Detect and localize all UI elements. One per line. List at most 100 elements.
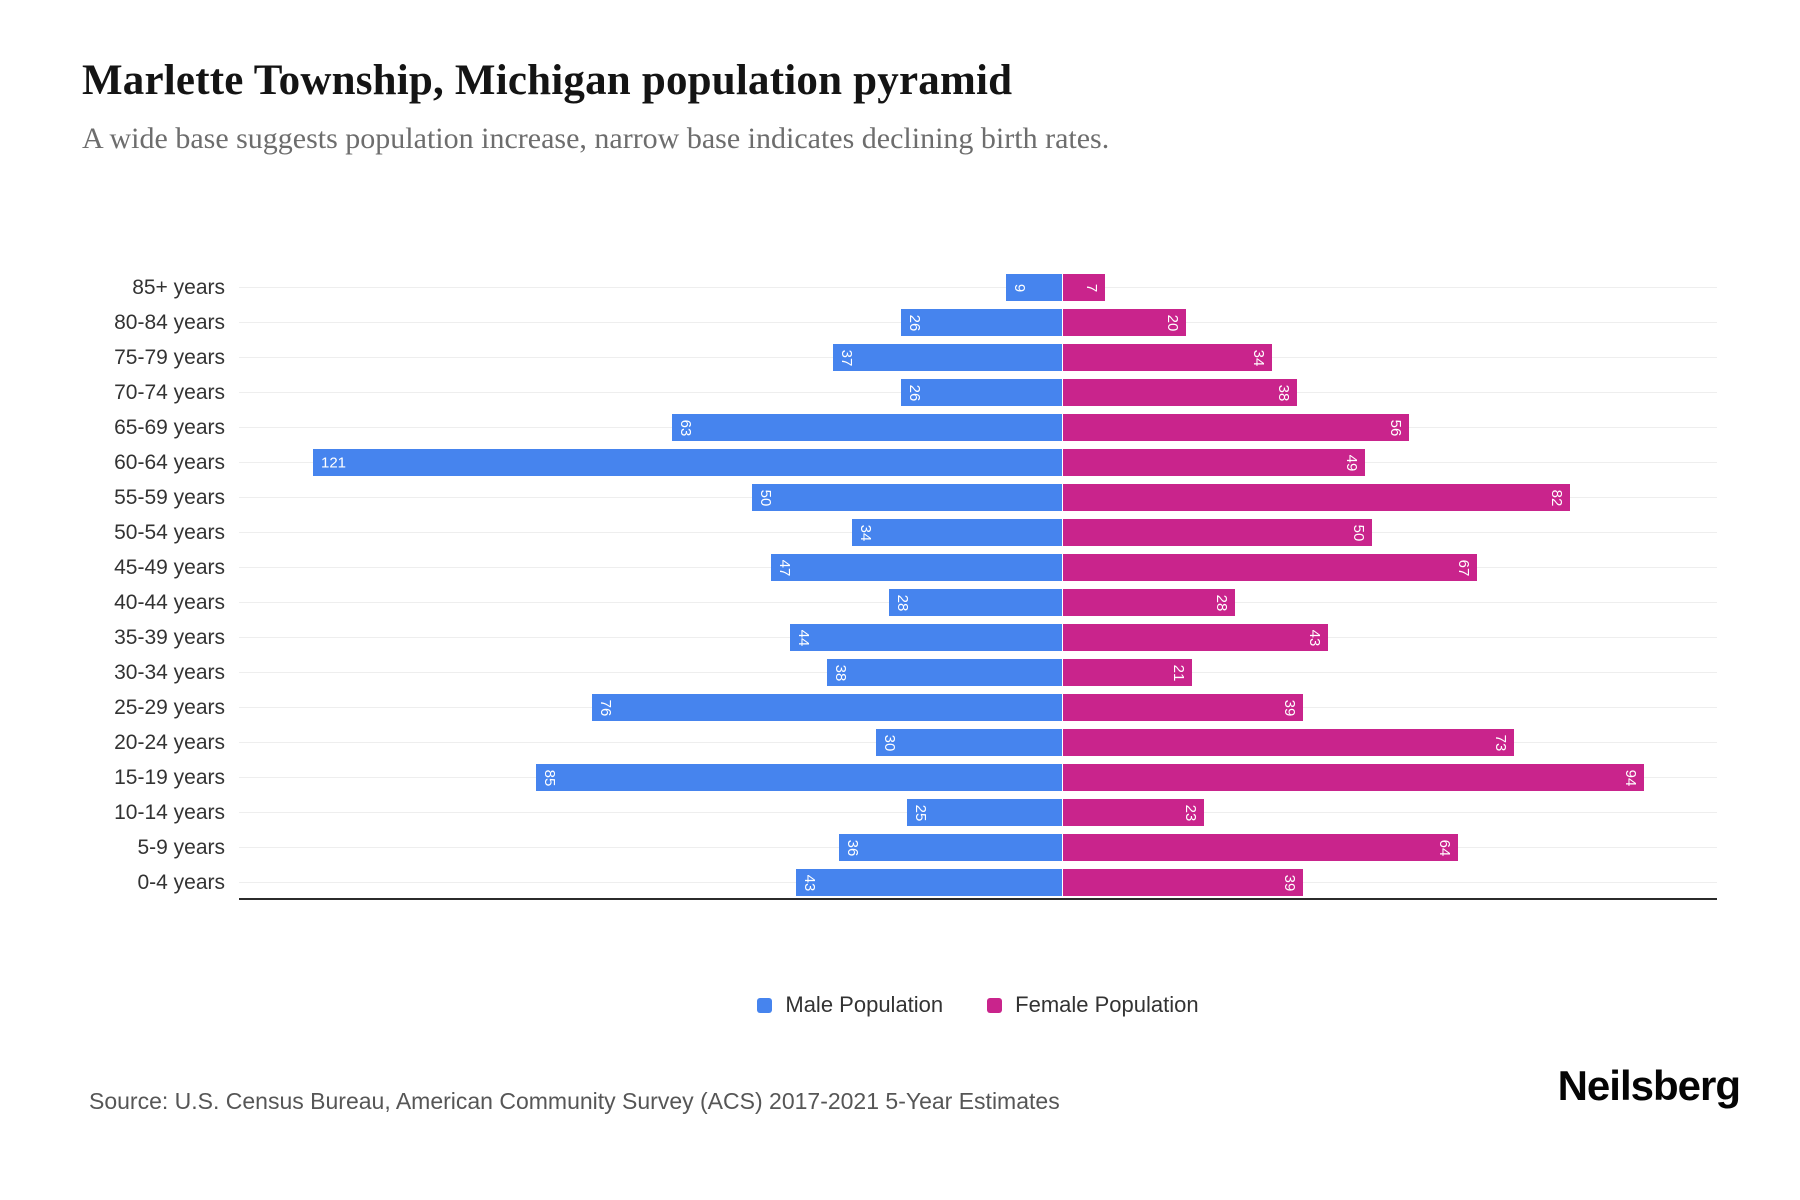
age-label: 45-49 years bbox=[114, 555, 225, 579]
male-bar-value: 63 bbox=[677, 419, 694, 436]
female-bar-value: 39 bbox=[1281, 699, 1298, 716]
age-label: 0-4 years bbox=[137, 870, 225, 894]
female-bar-value: 82 bbox=[1548, 489, 1565, 506]
male-bar: 26 bbox=[901, 309, 1062, 336]
male-bar: 25 bbox=[907, 799, 1062, 826]
female-bar: 34 bbox=[1062, 344, 1272, 371]
age-row: 40-44 years 28 28 bbox=[0, 585, 1717, 620]
female-bar: 67 bbox=[1062, 554, 1477, 581]
male-bar-value: 26 bbox=[906, 314, 923, 331]
male-bar-value: 26 bbox=[906, 384, 923, 401]
age-label: 50-54 years bbox=[114, 520, 225, 544]
female-bar-value: 28 bbox=[1213, 594, 1230, 611]
male-bar-value: 37 bbox=[838, 349, 855, 366]
age-row: 60-64 years 121 49 bbox=[0, 445, 1717, 480]
age-label: 20-24 years bbox=[114, 730, 225, 754]
age-label: 5-9 years bbox=[137, 835, 225, 859]
age-row: 10-14 years 25 23 bbox=[0, 795, 1717, 830]
female-bar-value: 20 bbox=[1164, 314, 1181, 331]
age-label: 75-79 years bbox=[114, 345, 225, 369]
male-bar: 37 bbox=[833, 344, 1062, 371]
age-row: 80-84 years 26 20 bbox=[0, 305, 1717, 340]
legend-item-female[interactable]: Female Population bbox=[987, 992, 1199, 1018]
male-bar: 43 bbox=[796, 869, 1062, 896]
male-bar-value: 50 bbox=[757, 489, 774, 506]
female-bar: 39 bbox=[1062, 869, 1303, 896]
male-bar-value: 38 bbox=[832, 664, 849, 681]
age-row: 15-19 years 85 94 bbox=[0, 760, 1717, 795]
male-bar: 34 bbox=[852, 519, 1062, 546]
age-label: 30-34 years bbox=[114, 660, 225, 684]
age-label: 35-39 years bbox=[114, 625, 225, 649]
female-bar-value: 49 bbox=[1343, 454, 1360, 471]
female-bar-value: 64 bbox=[1436, 839, 1453, 856]
male-bar: 9 bbox=[1006, 274, 1062, 301]
age-label: 70-74 years bbox=[114, 380, 225, 404]
male-bar-value: 28 bbox=[894, 594, 911, 611]
male-bar: 30 bbox=[876, 729, 1062, 756]
age-label: 55-59 years bbox=[114, 485, 225, 509]
female-bar: 49 bbox=[1062, 449, 1365, 476]
male-bar: 28 bbox=[889, 589, 1062, 616]
female-bar: 64 bbox=[1062, 834, 1458, 861]
female-bar-value: 39 bbox=[1281, 874, 1298, 891]
female-bar: 82 bbox=[1062, 484, 1570, 511]
male-bar: 36 bbox=[839, 834, 1062, 861]
age-row: 65-69 years 63 56 bbox=[0, 410, 1717, 445]
male-bar-value: 36 bbox=[844, 839, 861, 856]
male-bar-value: 34 bbox=[857, 524, 874, 541]
age-label: 60-64 years bbox=[114, 450, 225, 474]
legend-label-male: Male Population bbox=[785, 992, 944, 1017]
female-bar: 21 bbox=[1062, 659, 1192, 686]
male-bar: 38 bbox=[827, 659, 1062, 686]
female-bar: 23 bbox=[1062, 799, 1204, 826]
source-note: Source: U.S. Census Bureau, American Com… bbox=[89, 1088, 1060, 1114]
age-label: 40-44 years bbox=[114, 590, 225, 614]
female-series-swatch-icon bbox=[987, 997, 1003, 1013]
female-bar-value: 7 bbox=[1083, 283, 1100, 292]
age-row: 5-9 years 36 64 bbox=[0, 830, 1717, 865]
male-bar-value: 121 bbox=[321, 454, 347, 471]
male-bar-value: 30 bbox=[881, 734, 898, 751]
male-bar: 26 bbox=[901, 379, 1062, 406]
page-title: Marlette Township, Michigan population p… bbox=[82, 57, 1013, 104]
age-label: 15-19 years bbox=[114, 765, 225, 789]
female-bar: 20 bbox=[1062, 309, 1186, 336]
female-bar-value: 38 bbox=[1275, 384, 1292, 401]
age-row: 20-24 years 30 73 bbox=[0, 725, 1717, 760]
female-bar: 73 bbox=[1062, 729, 1514, 756]
female-bar: 38 bbox=[1062, 379, 1297, 406]
male-bar: 85 bbox=[536, 764, 1062, 791]
female-bar: 94 bbox=[1062, 764, 1644, 791]
female-bar: 39 bbox=[1062, 694, 1303, 721]
male-bar-value: 25 bbox=[912, 804, 929, 821]
age-row: 55-59 years 50 82 bbox=[0, 480, 1717, 515]
age-row: 0-4 years 43 39 bbox=[0, 865, 1717, 900]
age-label: 65-69 years bbox=[114, 415, 225, 439]
chart-subtitle: A wide base suggests population increase… bbox=[82, 122, 1110, 155]
age-label: 85+ years bbox=[132, 275, 225, 299]
male-bar: 76 bbox=[592, 694, 1062, 721]
female-bar-value: 73 bbox=[1492, 734, 1509, 751]
legend-item-male[interactable]: Male Population bbox=[757, 992, 943, 1018]
male-bar: 121 bbox=[313, 449, 1062, 476]
female-bar-value: 43 bbox=[1306, 629, 1323, 646]
female-bar-value: 23 bbox=[1182, 804, 1199, 821]
age-row: 75-79 years 37 34 bbox=[0, 340, 1717, 375]
age-label: 80-84 years bbox=[114, 310, 225, 334]
male-bar-value: 44 bbox=[795, 629, 812, 646]
age-label: 25-29 years bbox=[114, 695, 225, 719]
female-bar-value: 34 bbox=[1250, 349, 1267, 366]
age-row: 85+ years 9 7 bbox=[0, 270, 1717, 305]
age-row: 45-49 years 47 67 bbox=[0, 550, 1717, 585]
age-row: 35-39 years 44 43 bbox=[0, 620, 1717, 655]
female-bar: 7 bbox=[1062, 274, 1105, 301]
male-bar-value: 47 bbox=[776, 559, 793, 576]
female-bar-value: 67 bbox=[1455, 559, 1472, 576]
female-bar: 28 bbox=[1062, 589, 1235, 616]
x-axis-line bbox=[239, 898, 1717, 900]
brand-logo: Neilsberg bbox=[1557, 1062, 1741, 1109]
legend: Male Population Female Population bbox=[239, 992, 1717, 1018]
male-bar-value: 85 bbox=[541, 769, 558, 786]
